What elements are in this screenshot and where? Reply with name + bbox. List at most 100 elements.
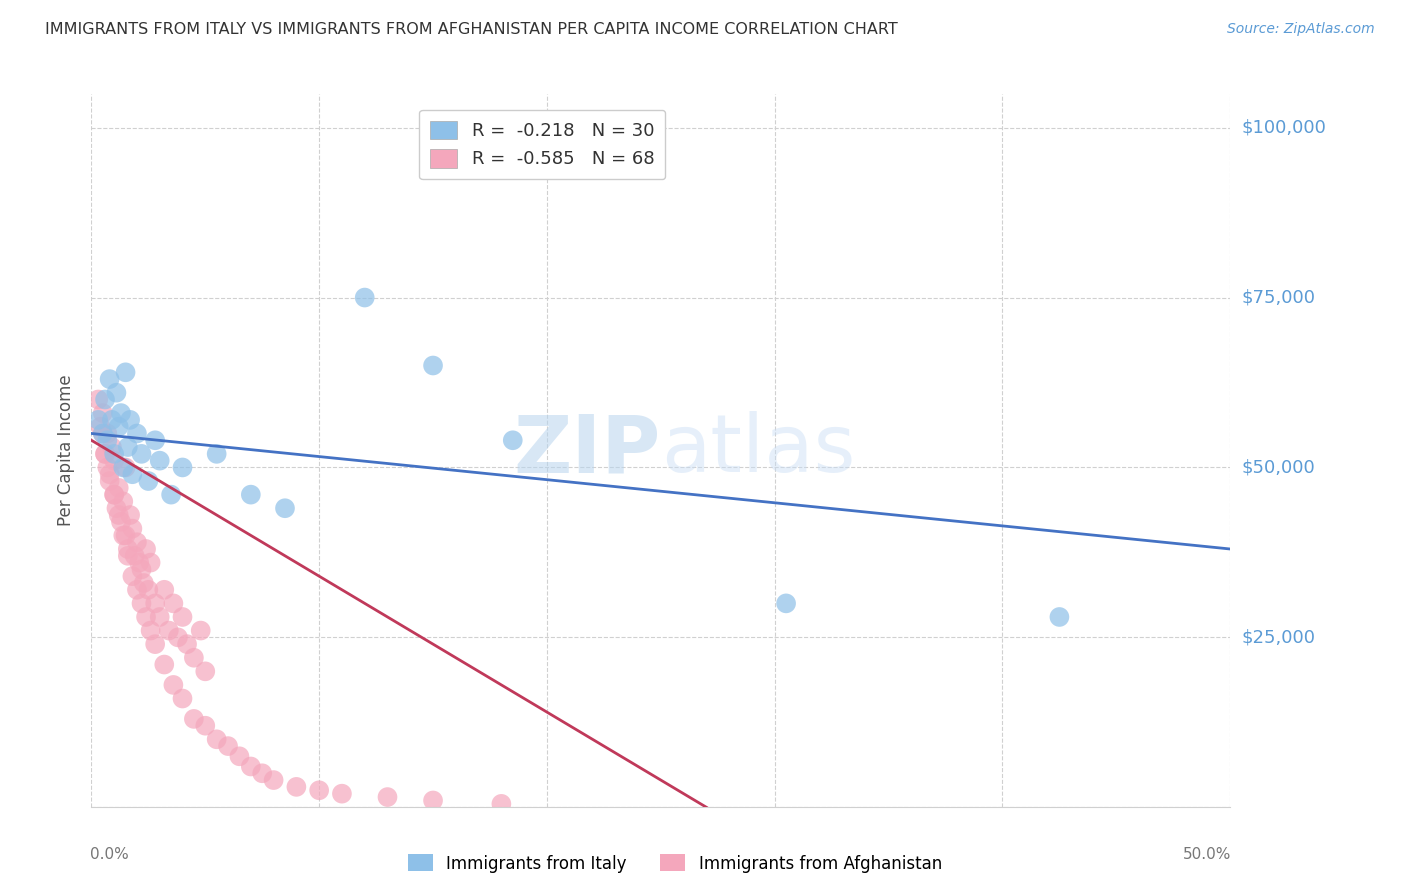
Point — [131, 447, 153, 461]
Point — [183, 712, 205, 726]
Point — [103, 488, 125, 502]
Point — [131, 596, 153, 610]
Point — [125, 535, 148, 549]
Point — [194, 719, 217, 733]
Point — [120, 413, 142, 427]
Point — [110, 406, 132, 420]
Point — [138, 582, 160, 597]
Point — [143, 596, 166, 610]
Point — [135, 541, 157, 556]
Point — [114, 528, 136, 542]
Point — [124, 549, 146, 563]
Point — [162, 596, 184, 610]
Point — [205, 732, 228, 747]
Point — [143, 637, 166, 651]
Point — [1047, 610, 1071, 624]
Text: IMMIGRANTS FROM ITALY VS IMMIGRANTS FROM AFGHANISTAN PER CAPITA INCOME CORRELATI: IMMIGRANTS FROM ITALY VS IMMIGRANTS FROM… — [45, 22, 898, 37]
Point — [91, 406, 114, 420]
Point — [107, 419, 129, 434]
Point — [149, 453, 172, 467]
Point — [91, 426, 114, 441]
Point — [172, 610, 194, 624]
Point — [98, 372, 121, 386]
Point — [117, 549, 139, 563]
Point — [121, 467, 143, 482]
Point — [121, 522, 143, 536]
Point — [172, 460, 194, 475]
Point — [105, 501, 128, 516]
Point — [422, 359, 444, 373]
Point — [217, 739, 239, 753]
Text: ZIP: ZIP — [513, 411, 661, 490]
Point — [422, 793, 444, 807]
Point — [94, 447, 117, 461]
Point — [114, 460, 136, 475]
Point — [239, 488, 262, 502]
Point — [87, 413, 110, 427]
Point — [96, 426, 118, 441]
Text: $100,000: $100,000 — [1241, 119, 1326, 136]
Point — [285, 780, 308, 794]
Y-axis label: Per Capita Income: Per Capita Income — [58, 375, 76, 526]
Point — [132, 576, 155, 591]
Point — [153, 582, 176, 597]
Point — [183, 650, 205, 665]
Point — [96, 460, 118, 475]
Point — [377, 790, 399, 805]
Point — [94, 392, 117, 407]
Point — [98, 467, 121, 482]
Point — [94, 447, 117, 461]
Point — [107, 481, 129, 495]
Point — [125, 582, 148, 597]
Point — [205, 447, 228, 461]
Point — [87, 392, 110, 407]
Point — [157, 624, 180, 638]
Point — [89, 419, 111, 434]
Point — [117, 440, 139, 454]
Point — [139, 556, 162, 570]
Point — [138, 474, 160, 488]
Point — [112, 494, 135, 508]
Point — [101, 413, 124, 427]
Point — [263, 773, 285, 788]
Point — [167, 631, 190, 645]
Legend: R =  -0.218   N = 30, R =  -0.585   N = 68: R = -0.218 N = 30, R = -0.585 N = 68 — [419, 110, 665, 179]
Text: $50,000: $50,000 — [1241, 458, 1315, 476]
Point — [143, 434, 166, 448]
Point — [117, 541, 139, 556]
Point — [101, 440, 124, 454]
Point — [491, 797, 513, 811]
Point — [274, 501, 297, 516]
Point — [160, 488, 183, 502]
Point — [121, 569, 143, 583]
Point — [96, 434, 118, 448]
Point — [502, 434, 524, 448]
Point — [112, 528, 135, 542]
Text: atlas: atlas — [661, 411, 855, 490]
Point — [250, 766, 273, 780]
Point — [103, 447, 125, 461]
Point — [172, 691, 194, 706]
Point — [353, 291, 375, 305]
Legend: Immigrants from Italy, Immigrants from Afghanistan: Immigrants from Italy, Immigrants from A… — [401, 847, 949, 880]
Point — [228, 749, 250, 764]
Point — [153, 657, 176, 672]
Point — [107, 508, 129, 522]
Text: $75,000: $75,000 — [1241, 288, 1316, 307]
Point — [98, 474, 121, 488]
Point — [330, 787, 353, 801]
Point — [308, 783, 330, 797]
Point — [120, 508, 142, 522]
Point — [139, 624, 162, 638]
Text: 50.0%: 50.0% — [1182, 847, 1232, 862]
Point — [239, 759, 262, 773]
Point — [103, 488, 125, 502]
Point — [110, 515, 132, 529]
Point — [91, 426, 114, 441]
Point — [114, 365, 136, 379]
Text: 0.0%: 0.0% — [90, 847, 129, 862]
Point — [162, 678, 184, 692]
Point — [105, 385, 128, 400]
Point — [125, 426, 148, 441]
Point — [112, 460, 135, 475]
